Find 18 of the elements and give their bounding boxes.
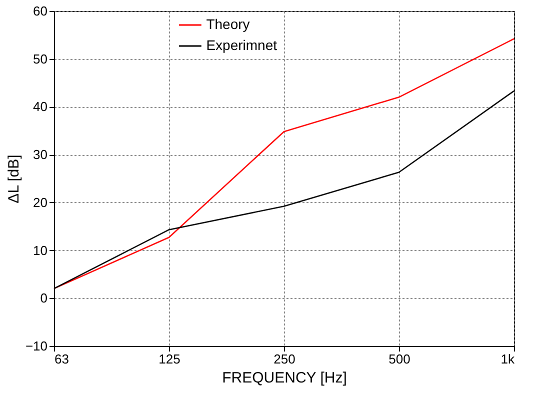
x-tick-label: 1k <box>500 352 515 366</box>
y-tick-label: 30 <box>33 147 48 162</box>
y-tick-label: 50 <box>33 51 48 66</box>
y-tick-label: 40 <box>33 99 48 114</box>
x-tick-label: 63 <box>54 352 69 366</box>
legend-label: Experimnet <box>206 37 278 53</box>
x-tick-label: 250 <box>274 352 296 366</box>
y-tick-label: 0 <box>40 290 48 306</box>
y-tick-label: 20 <box>33 194 48 210</box>
x-tick-label: 500 <box>388 352 410 366</box>
legend-label: Theory <box>206 16 250 32</box>
line-series <box>53 38 515 290</box>
y-axis-title: ΔL [dB] <box>5 154 22 204</box>
y-tick-label: 60 <box>33 4 48 18</box>
x-tick-label: 125 <box>158 352 180 366</box>
y-tick-label: −10 <box>25 338 48 354</box>
y-tick-label: 10 <box>33 242 48 258</box>
x-axis-title: FREQUENCY [Hz] <box>222 370 347 386</box>
